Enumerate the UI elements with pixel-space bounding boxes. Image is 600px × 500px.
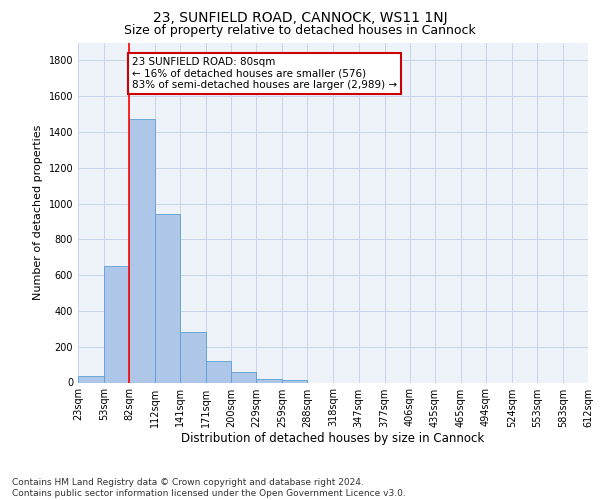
Bar [104,266,129,382]
X-axis label: Distribution of detached houses by size in Cannock: Distribution of detached houses by size … [181,432,485,446]
Bar [129,118,155,382]
Bar [78,376,104,382]
Bar [155,214,180,382]
Y-axis label: Number of detached properties: Number of detached properties [33,125,43,300]
Text: Contains HM Land Registry data © Crown copyright and database right 2024.
Contai: Contains HM Land Registry data © Crown c… [12,478,406,498]
Bar [231,372,256,382]
Text: 23, SUNFIELD ROAD, CANNOCK, WS11 1NJ: 23, SUNFIELD ROAD, CANNOCK, WS11 1NJ [152,11,448,25]
Bar [180,332,206,382]
Bar [256,378,283,382]
Bar [283,380,307,382]
Text: Size of property relative to detached houses in Cannock: Size of property relative to detached ho… [124,24,476,37]
Bar [206,361,231,382]
Text: 23 SUNFIELD ROAD: 80sqm
← 16% of detached houses are smaller (576)
83% of semi-d: 23 SUNFIELD ROAD: 80sqm ← 16% of detache… [131,57,397,90]
